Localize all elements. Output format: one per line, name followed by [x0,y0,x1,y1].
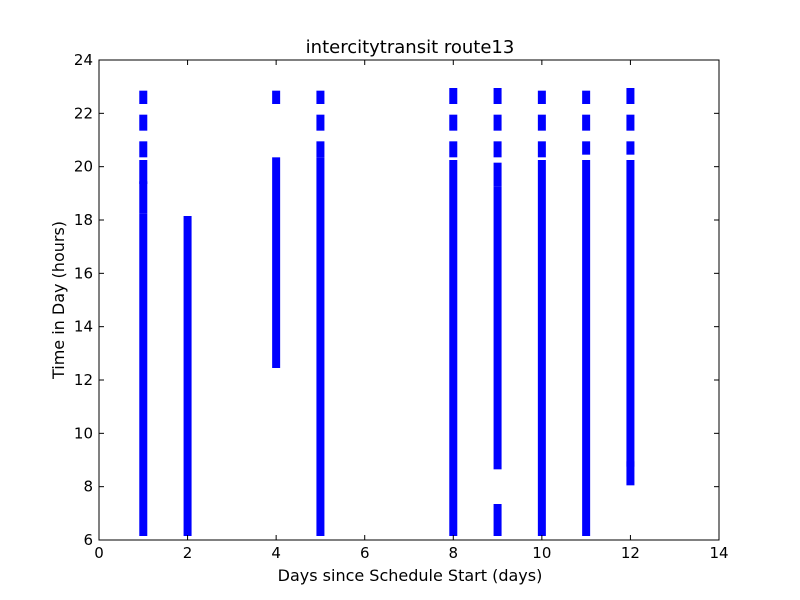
data-point [582,90,591,104]
data-point [183,216,192,536]
data-point [582,160,591,536]
data-point [139,114,148,131]
data-point [449,160,458,536]
y-tick-label: 20 [74,158,93,176]
data-point [626,141,635,155]
y-tick-label: 8 [83,478,93,496]
data-point [493,504,502,536]
data-point [316,90,325,104]
x-axis-label: Days since Schedule Start (days) [278,566,543,585]
data-point [537,90,546,104]
x-tick-label: 14 [709,544,728,562]
data-point [626,160,635,467]
x-tick-label: 8 [449,544,459,562]
plot-frame [98,59,720,541]
chart-title: intercitytransit route13 [306,37,515,58]
x-tick-label: 4 [271,544,281,562]
data-point [493,88,502,104]
data-point [493,141,502,158]
data-point [626,88,635,104]
data-point [139,181,148,214]
data-point [493,186,502,470]
data-point [582,114,591,131]
data-point [626,461,635,486]
data-point [139,141,148,158]
data-point [537,114,546,131]
x-tick-label: 10 [532,544,551,562]
data-point [449,141,458,158]
data-point [537,141,546,158]
data-point [493,162,502,187]
data-point [316,114,325,131]
data-point [139,213,148,537]
data-point [449,114,458,131]
data-point [493,114,502,131]
data-point [272,157,281,368]
y-tick-label: 22 [74,104,93,122]
y-tick-label: 14 [74,318,93,336]
y-tick-label: 24 [74,51,93,69]
y-tick-label: 6 [83,531,93,549]
y-tick-label: 10 [74,424,93,442]
y-tick-label: 16 [74,264,93,282]
data-point [139,160,148,184]
y-tick-label: 18 [74,211,93,229]
data-point [316,157,325,537]
data-point [272,90,281,104]
x-tick-label: 12 [621,544,640,562]
y-axis-label: Time in Day (hours) [49,221,68,380]
markers-layer [139,88,635,537]
data-point [316,141,325,158]
data-point [537,160,546,536]
data-point [139,90,148,104]
x-tick-label: 0 [94,544,104,562]
data-point [449,88,458,104]
data-point [582,141,591,155]
x-tick-label: 6 [360,544,370,562]
y-tick-label: 12 [74,371,93,389]
x-tick-label: 2 [183,544,193,562]
data-point [626,114,635,131]
